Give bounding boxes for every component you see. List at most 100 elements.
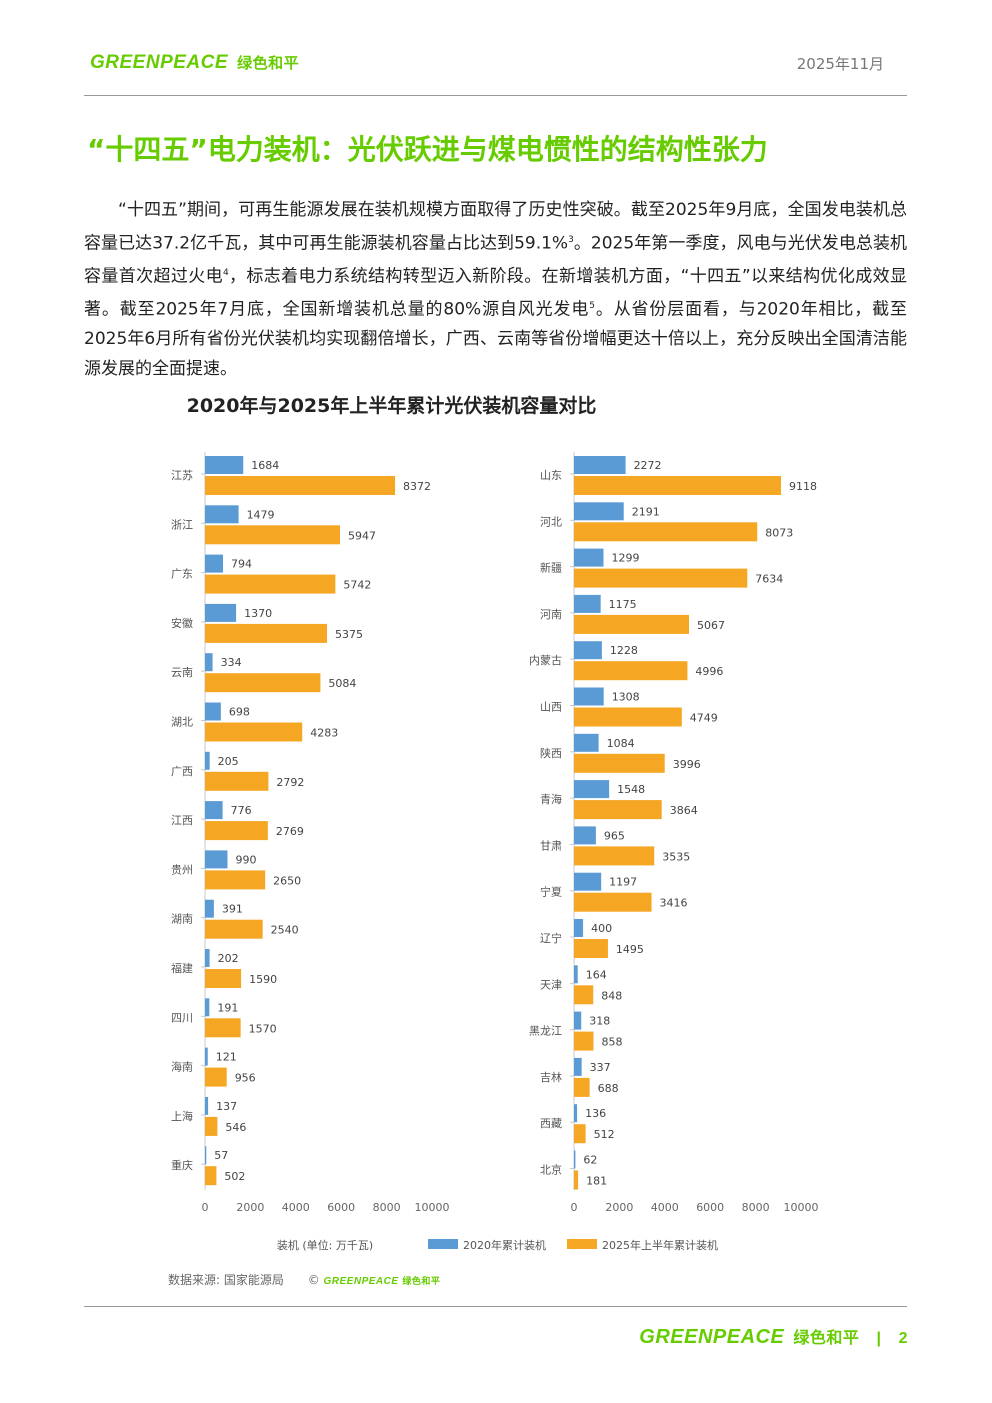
data-label-2020: 1479 [247, 508, 275, 521]
data-label-2025: 512 [594, 1128, 615, 1141]
data-label-2025: 3535 [662, 850, 690, 863]
paragraph-text-1: “十四五”期间，可再生能源发展在装机规模方面取得了历史性突破。截至2025年9月… [84, 200, 907, 254]
bar-2020 [574, 733, 599, 752]
data-label-2020: 776 [231, 804, 252, 817]
bar-2020 [205, 505, 239, 524]
data-label-2025: 8372 [403, 480, 431, 493]
footnote-ref-4[interactable]: 4 [222, 267, 229, 278]
data-label-2025: 688 [598, 1082, 619, 1095]
x-axis-label: 装机 (单位: 万千瓦) [277, 1238, 373, 1252]
body-paragraph: “十四五”期间，可再生能源发展在装机规模方面取得了历史性突破。截至2025年9月… [84, 196, 907, 385]
x-tick-label: 4000 [651, 1201, 679, 1214]
category-label: 吉林 [540, 1070, 562, 1084]
category-label: 湖南 [171, 913, 193, 926]
data-label-2025: 1570 [249, 1022, 277, 1035]
copyright-icon: © [307, 1273, 320, 1287]
bar-2025 [574, 1170, 579, 1190]
header-date: 2025年11月 [796, 55, 884, 73]
bar-chart: 江苏16848372浙江14795947广东7945742安徽13705375云… [171, 452, 819, 1252]
data-label-2020: 391 [222, 903, 243, 916]
data-label-2025: 848 [601, 989, 622, 1002]
source-line: 数据来源: 国家能源局 © GREENPEACE 绿色和平 [168, 1271, 440, 1288]
x-tick-label: 2000 [236, 1201, 264, 1214]
bar-2020 [205, 1047, 208, 1066]
bar-2020 [574, 965, 578, 984]
data-label-2025: 956 [235, 1072, 256, 1085]
greenpeace-logo-cn: 绿色和平 [237, 55, 300, 72]
data-label-2020: 334 [221, 656, 242, 669]
bar-2020 [574, 826, 596, 845]
data-label-2025: 2769 [276, 825, 304, 838]
bar-2025 [574, 476, 781, 495]
category-label: 贵州 [171, 863, 193, 876]
bar-2020 [205, 1146, 207, 1165]
bar-2020 [205, 456, 244, 474]
bar-2025 [205, 919, 263, 939]
data-label-2020: 2191 [632, 505, 660, 518]
page-title: “十四五”电力装机：光伏跃进与煤电惯性的结构性张力 [87, 133, 768, 166]
x-tick-label: 0 [571, 1201, 578, 1214]
bar-2020 [205, 899, 214, 918]
x-tick-label: 8000 [373, 1201, 401, 1214]
data-label-2020: 57 [214, 1149, 228, 1162]
data-label-2020: 1684 [251, 459, 279, 472]
paragraph-text-4: 。从省份层面看，与2020年相比，截至2025年6月所有省份光伏装机均实现翻倍增… [84, 299, 907, 379]
bar-2020 [574, 1011, 582, 1030]
footer: GREENPEACE 绿色和平 | 2 [639, 1324, 908, 1349]
data-label-2025: 3416 [660, 897, 688, 910]
category-label: 重庆 [171, 1158, 193, 1172]
bar-2020 [205, 603, 237, 622]
data-label-2020: 318 [589, 1015, 610, 1028]
data-label-2020: 137 [216, 1100, 237, 1113]
bar-2025 [205, 525, 340, 545]
x-tick-label: 2000 [605, 1201, 633, 1214]
bar-2025 [574, 753, 665, 773]
data-label-2025: 5084 [328, 677, 356, 690]
bar-2025 [205, 673, 321, 693]
x-tick-label: 0 [202, 1201, 209, 1214]
data-label-2025: 4996 [695, 665, 723, 678]
data-label-2025: 1590 [249, 973, 277, 986]
bar-2025 [205, 870, 266, 890]
bar-2020 [574, 502, 624, 521]
category-label: 陕西 [540, 746, 562, 760]
data-label-2020: 202 [218, 952, 239, 965]
x-tick-label: 6000 [696, 1201, 724, 1214]
data-label-2020: 1084 [607, 737, 635, 750]
bar-2025 [205, 821, 268, 841]
x-tick-label: 10000 [784, 1201, 819, 1214]
data-label-2020: 794 [231, 558, 252, 571]
bar-2020 [574, 687, 604, 706]
data-label-2020: 121 [216, 1051, 237, 1064]
page-number: 2 [898, 1330, 908, 1347]
category-label: 宁夏 [540, 885, 562, 899]
bar-2020 [574, 1057, 582, 1076]
legend-label-2025: 2025年上半年累计装机 [602, 1238, 718, 1252]
data-label-2025: 1495 [616, 943, 644, 956]
category-label: 湖北 [171, 716, 193, 729]
footnote-ref-5[interactable]: 5 [589, 301, 595, 312]
category-label: 浙江 [171, 518, 193, 531]
bar-2025 [574, 800, 662, 820]
greenpeace-logo-en: GREENPEACE [90, 52, 229, 73]
category-label: 广东 [171, 568, 193, 581]
data-label-2025: 2540 [271, 924, 299, 937]
legend-label-2020: 2020年累计装机 [463, 1238, 546, 1252]
footnote-ref-3[interactable]: 3 [568, 234, 574, 245]
data-label-2025: 502 [224, 1170, 245, 1183]
data-label-2025: 5067 [697, 619, 725, 632]
x-tick-label: 4000 [282, 1201, 310, 1214]
bar-2020 [205, 850, 228, 869]
data-label-2020: 1228 [610, 644, 638, 657]
category-label: 海南 [171, 1060, 193, 1074]
category-label: 甘肃 [540, 839, 562, 852]
x-tick-label: 6000 [327, 1201, 355, 1214]
data-label-2025: 181 [586, 1175, 607, 1188]
data-label-2020: 2272 [634, 459, 662, 472]
data-label-2025: 8073 [765, 526, 793, 539]
bar-2020 [205, 1096, 209, 1115]
category-label: 广西 [171, 765, 193, 778]
source-label: 数据来源: 国家能源局 [168, 1273, 284, 1287]
bar-2025 [205, 722, 303, 742]
data-label-2020: 1308 [612, 691, 640, 704]
